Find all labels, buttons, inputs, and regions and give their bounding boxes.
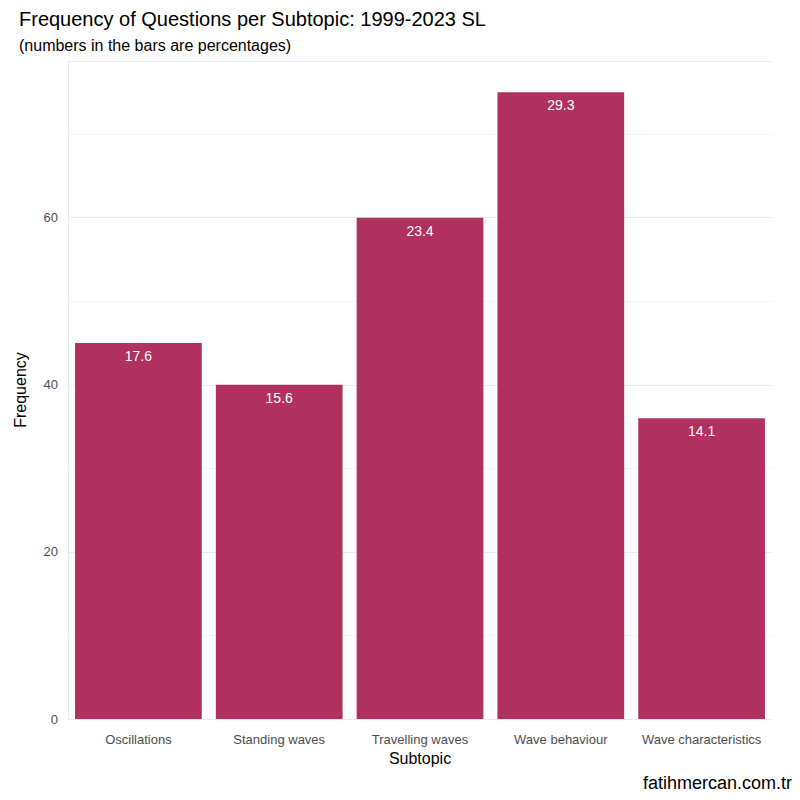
svg-text:Subtopic: Subtopic	[389, 750, 451, 767]
svg-text:40: 40	[44, 377, 58, 392]
svg-text:(numbers in the bars are perce: (numbers in the bars are percentages)	[19, 37, 291, 54]
svg-text:29.3: 29.3	[547, 97, 574, 113]
svg-text:17.6: 17.6	[125, 348, 152, 364]
svg-text:fatihmercan.com.tr: fatihmercan.com.tr	[643, 773, 792, 793]
svg-text:Travelling waves: Travelling waves	[372, 732, 469, 747]
svg-text:14.1: 14.1	[688, 423, 715, 439]
svg-text:Frequency of Questions per Sub: Frequency of Questions per Subtopic: 199…	[19, 8, 486, 30]
svg-text:Oscillations: Oscillations	[105, 732, 172, 747]
svg-text:23.4: 23.4	[406, 223, 433, 239]
svg-text:Frequency: Frequency	[12, 352, 29, 428]
svg-text:Wave behaviour: Wave behaviour	[514, 732, 608, 747]
svg-text:20: 20	[44, 544, 58, 559]
svg-text:60: 60	[44, 210, 58, 225]
svg-text:Wave characteristics: Wave characteristics	[642, 732, 762, 747]
svg-text:0: 0	[51, 712, 58, 727]
svg-text:15.6: 15.6	[266, 390, 293, 406]
svg-text:Standing waves: Standing waves	[233, 732, 325, 747]
